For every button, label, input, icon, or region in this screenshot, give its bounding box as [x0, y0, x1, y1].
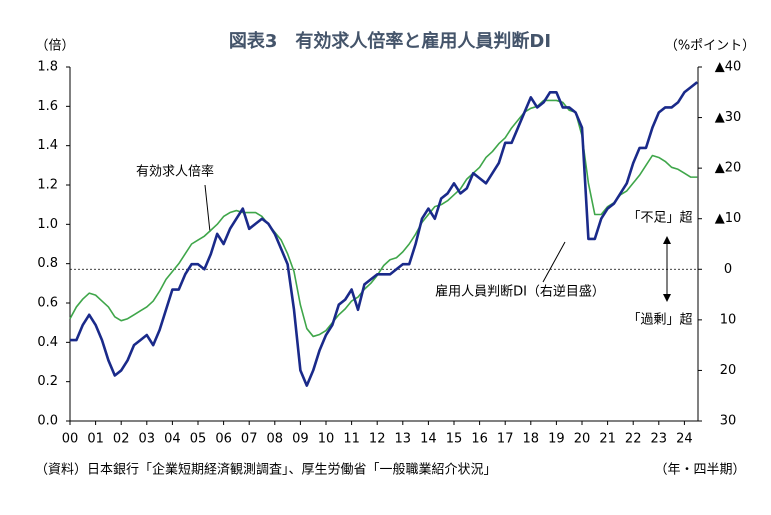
y-tick-label: 0.2: [37, 374, 58, 389]
x-tick-label: 17: [497, 432, 514, 447]
y-tick-label: 1.2: [37, 178, 58, 193]
y-tick-label: 1.8: [37, 60, 58, 75]
annotation: 有効求人倍率: [136, 164, 214, 180]
x-tick-label: 16: [471, 432, 488, 447]
y-tick-label: 0.8: [37, 256, 58, 271]
x-tick-label: 10: [318, 432, 335, 447]
y-tick-label: 1.4: [37, 138, 58, 153]
y2-tick-label: ▲10: [715, 211, 742, 226]
annotation: 「過剰」超: [627, 313, 692, 328]
x-tick-label: 03: [139, 432, 156, 447]
y-tick-label: 1.6: [37, 99, 58, 114]
y2-tick-label: 20: [720, 363, 737, 378]
x-tick-label: 08: [267, 432, 284, 447]
y-tick-label: 0.0: [37, 414, 58, 429]
x-axis-label: （年・四半期）: [654, 463, 745, 478]
y2-tick-label: ▲30: [715, 110, 742, 125]
x-tick-label: 21: [599, 432, 616, 447]
y-tick-label: 0.6: [37, 296, 58, 311]
x-tick-label: 00: [62, 432, 79, 447]
y2-tick-label: ▲20: [715, 161, 742, 176]
chart-title: 図表3 有効求人倍率と雇用人員判断DI: [229, 30, 551, 52]
x-tick-label: 06: [215, 432, 232, 447]
y2-tick-label: 0: [724, 262, 732, 277]
x-tick-label: 07: [241, 432, 258, 447]
x-tick-label: 05: [190, 432, 207, 447]
x-tick-label: 22: [625, 432, 642, 447]
x-tick-label: 23: [651, 432, 668, 447]
source-note: （資料）日本銀行「企業短期経済観測調査」、厚生労働省「一般職業紹介状況」: [35, 462, 497, 478]
annotation: 雇用人員判断DI（右逆目盛）: [435, 284, 605, 300]
x-tick-label: 11: [343, 432, 360, 447]
x-tick-label: 13: [395, 432, 412, 447]
series-line: [69, 99, 698, 338]
x-tick-label: 18: [523, 432, 540, 447]
series-line: [70, 81, 699, 387]
x-tick-label: 04: [164, 432, 181, 447]
x-tick-label: 14: [420, 432, 437, 447]
x-tick-label: 20: [574, 432, 591, 447]
annotation: 「不足」超: [627, 211, 692, 226]
arrow-head: [663, 236, 671, 302]
x-tick-label: 09: [292, 432, 309, 447]
y-axis-label: （倍）: [35, 39, 74, 54]
x-tick-label: 01: [87, 432, 104, 447]
leader-line: [204, 184, 211, 233]
y-tick-label: 1.0: [37, 217, 58, 232]
y2-tick-label: 30: [720, 414, 737, 429]
y2-axis-label: （%ポイント）: [665, 39, 755, 54]
x-tick-label: 24: [676, 432, 693, 447]
y2-tick-label: ▲40: [715, 60, 742, 75]
x-tick-label: 19: [548, 432, 565, 447]
x-tick-label: 02: [113, 432, 130, 447]
x-tick-label: 12: [369, 432, 386, 447]
x-tick-label: 15: [446, 432, 463, 447]
leader-line: [542, 241, 566, 283]
y2-tick-label: 10: [720, 312, 737, 327]
y-tick-label: 0.4: [37, 335, 58, 350]
